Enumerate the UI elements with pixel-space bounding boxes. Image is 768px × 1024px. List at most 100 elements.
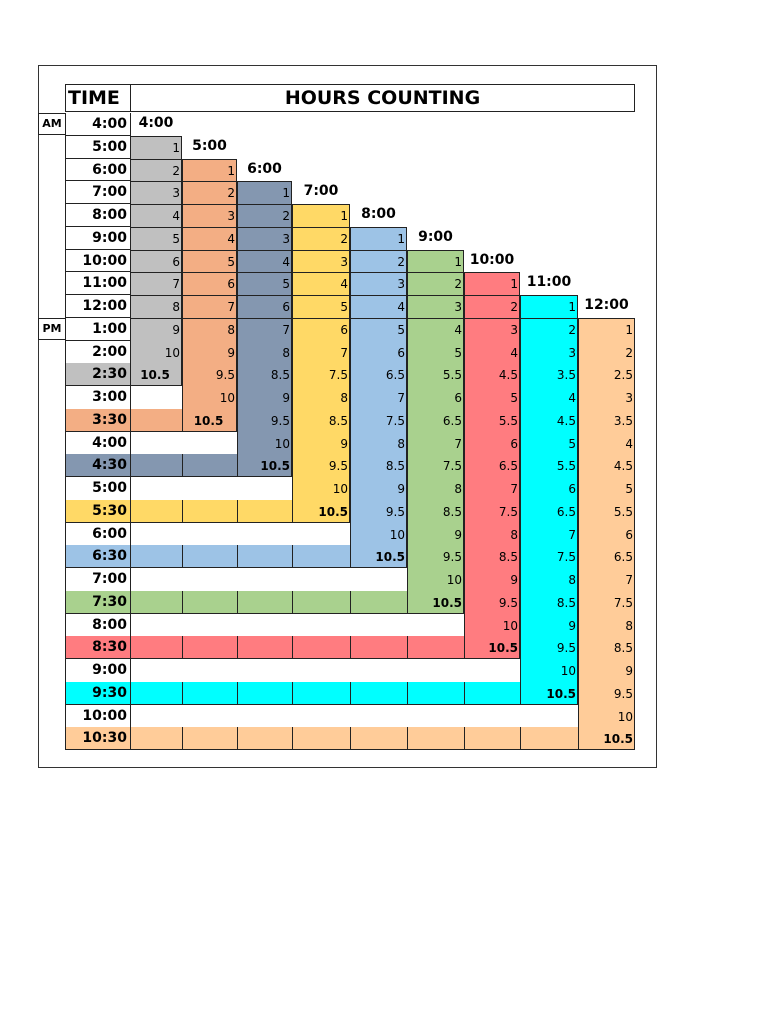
- stripe-divider: [407, 636, 408, 659]
- hours-cell: 1: [510, 277, 518, 292]
- stripe-divider: [237, 681, 238, 705]
- hours-cell: 4: [397, 300, 405, 314]
- time-row-label: 7:30: [65, 590, 131, 614]
- hours-cell: 3: [510, 322, 518, 337]
- hours-cell: 7: [227, 300, 235, 314]
- hours-cell: 6.5: [613, 550, 633, 565]
- hours-column-6: [464, 272, 520, 659]
- hours-cell: 7.5: [556, 550, 576, 565]
- stripe-divider: [237, 499, 238, 523]
- hours-cell: 4: [454, 322, 462, 337]
- hours-cell: 3: [282, 231, 290, 246]
- grid-line: [130, 317, 182, 319]
- time-row-label: 1:00: [65, 317, 131, 341]
- hours-counting-title: HOURS COUNTING: [130, 84, 635, 112]
- hours-cell: 6: [172, 254, 180, 269]
- grid-line: [350, 272, 407, 274]
- hours-cell: 1: [340, 209, 348, 223]
- hours-cell: 9: [282, 391, 290, 405]
- hours-cell: 2: [454, 277, 462, 292]
- hours-cell: 8: [510, 527, 518, 542]
- hours-cell: 7.5: [498, 504, 518, 519]
- hours-cell: 7: [172, 277, 180, 292]
- hours-cell: 6.5: [442, 413, 462, 428]
- grid-line: [182, 226, 237, 228]
- hours-cell: 6: [510, 436, 518, 451]
- hours-cell: 3: [397, 277, 405, 292]
- hours-cell: 9: [172, 322, 180, 337]
- stripe-divider: [182, 681, 183, 705]
- grid-line: [292, 226, 350, 228]
- time-row-label: 5:00: [65, 135, 131, 159]
- page-frame: [38, 65, 657, 768]
- grid-line: [237, 204, 292, 205]
- stripe-divider: [407, 727, 408, 750]
- hours-cell: 5: [510, 391, 518, 405]
- hours-cell: 3: [172, 186, 180, 201]
- stripe-divider: [350, 727, 351, 750]
- hours-cell: 7.5: [442, 459, 462, 474]
- column-start-0: 4:00: [138, 115, 174, 131]
- hours-cell: 3: [227, 209, 235, 223]
- hours-cell: 3: [568, 345, 576, 360]
- grid-line: [350, 317, 407, 319]
- time-row-label: 8:30: [65, 636, 131, 659]
- hours-cell: 9: [454, 527, 462, 542]
- stripe-divider: [182, 545, 183, 568]
- hours-cell: 9.5: [270, 413, 290, 428]
- hours-cell: 10: [560, 664, 576, 678]
- time-row-label: 2:00: [65, 340, 131, 364]
- hours-cell: 1: [397, 231, 405, 246]
- time-row-label: 4:30: [65, 454, 131, 477]
- hours-cell: 6.5: [385, 368, 405, 383]
- time-row-label: 4:00: [65, 113, 131, 136]
- grid-line: [407, 295, 464, 296]
- hours-cell: 4: [282, 254, 290, 269]
- time-row-label: 8:00: [65, 613, 131, 637]
- hours-cell: 10.5: [193, 413, 224, 428]
- hours-cell: 9: [227, 345, 235, 360]
- time-row-label: 9:00: [65, 659, 131, 682]
- hours-cell: 1: [227, 163, 235, 178]
- hours-cell: 10: [164, 345, 180, 360]
- stripe-row-5: [65, 590, 407, 614]
- hours-cell: 4.5: [613, 459, 633, 474]
- hours-cell: 8: [282, 345, 290, 360]
- time-row-label: 11:00: [65, 272, 131, 295]
- hours-cell: 5.5: [498, 413, 518, 428]
- hours-cell: 8: [340, 391, 348, 405]
- time-row-label: 6:30: [65, 545, 131, 568]
- hours-cell: 10.5: [488, 641, 518, 656]
- grid-line: [464, 295, 520, 296]
- hours-cell: 7: [510, 482, 518, 496]
- hours-cell: 6: [340, 322, 348, 337]
- grid-line: [130, 295, 182, 296]
- hours-cell: 8: [227, 322, 235, 337]
- time-row-label: 9:30: [65, 681, 131, 705]
- hours-cell: 1: [454, 254, 462, 269]
- time-row-label: 10:00: [65, 704, 131, 728]
- stripe-divider: [237, 545, 238, 568]
- hours-cell: 2: [227, 186, 235, 201]
- stripe-divider: [350, 681, 351, 705]
- time-row-label: 10:30: [65, 727, 131, 750]
- hours-cell: 10: [219, 391, 235, 405]
- stripe-row-6: [65, 636, 464, 659]
- hours-cell: 6: [227, 277, 235, 292]
- hours-cell: 2: [397, 254, 405, 269]
- hours-cell: 8.5: [613, 641, 633, 656]
- stripe-divider: [292, 727, 293, 750]
- hours-cell: 8.5: [498, 550, 518, 565]
- hours-cell: 7: [568, 527, 576, 542]
- hours-cell: 3: [340, 254, 348, 269]
- stripe-row-8: [65, 727, 578, 750]
- stripe-divider: [237, 590, 238, 614]
- time-row-label: 3:30: [65, 408, 131, 432]
- hours-cell: 2: [625, 345, 633, 360]
- time-row-label: 3:00: [65, 386, 131, 409]
- grid-line: [350, 249, 407, 251]
- stripe-divider: [292, 636, 293, 659]
- hours-cell: 5: [172, 231, 180, 246]
- hours-cell: 8.5: [442, 504, 462, 519]
- hours-cell: 10.5: [432, 595, 462, 610]
